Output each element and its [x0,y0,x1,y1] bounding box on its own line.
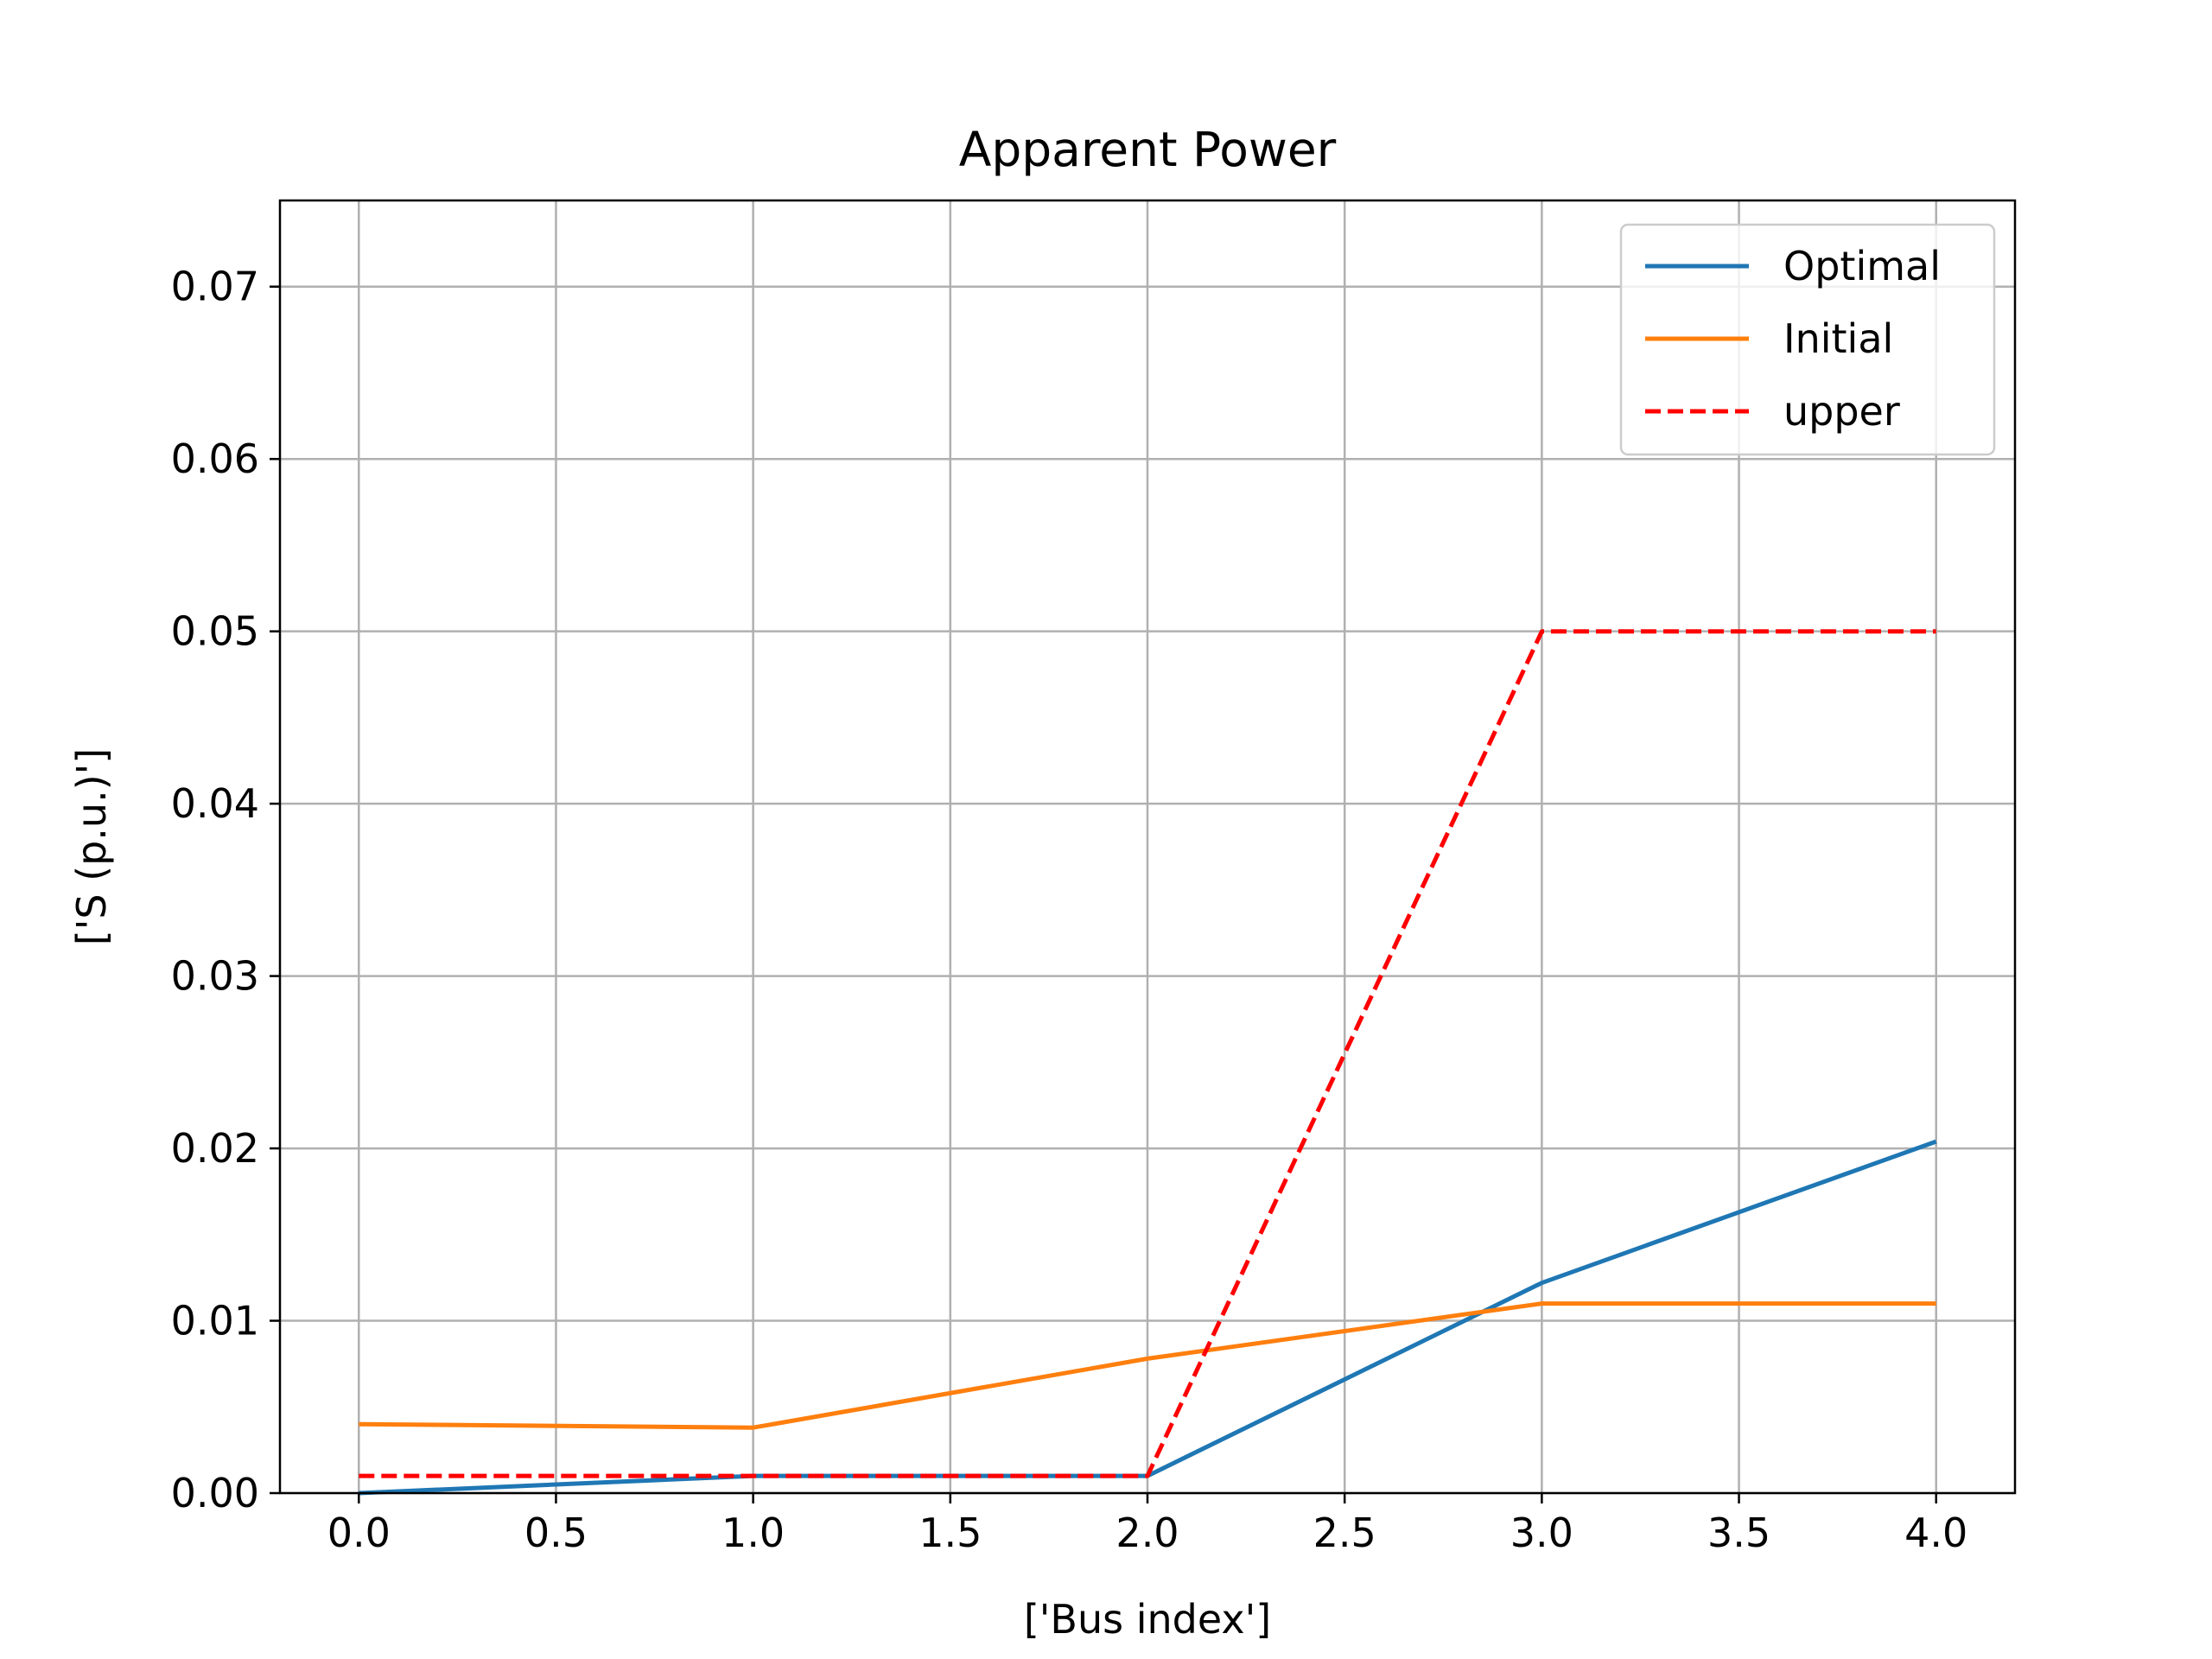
y-tick-label: 0.03 [171,953,259,1000]
x-axis-ticks: 0.0 0.5 1.0 1.5 2.0 2.5 3.0 3.5 4.0 [327,1493,1967,1556]
y-axis-ticks: 0.00 0.01 0.02 0.03 0.04 0.05 0.06 0.07 [171,264,280,1516]
series-line-initial [359,1301,1936,1430]
y-tick-label: 0.04 [171,780,259,827]
legend-label-upper: upper [1783,388,1900,435]
y-tick-label: 0.02 [171,1125,259,1172]
series-lines [359,629,1937,1496]
x-tick-label: 0.5 [524,1510,588,1556]
x-tick-label: 2.5 [1313,1510,1376,1556]
legend-box [1619,223,1996,456]
chart-title: Apparent Power [959,122,1337,177]
x-tick-label: 2.0 [1116,1510,1179,1556]
legend: Optimal Initial upper [1619,223,1996,456]
x-axis-label: ['Bus index'] [1024,1596,1271,1643]
y-tick-label: 0.05 [171,608,259,655]
y-tick-label: 0.01 [171,1298,259,1344]
y-tick-label: 0.07 [171,264,259,310]
legend-label-optimal: Optimal [1783,243,1941,289]
x-tick-label: 3.0 [1510,1510,1573,1556]
y-axis-label: ['S (p.u.)'] [68,748,115,946]
x-tick-label: 3.5 [1707,1510,1770,1556]
x-tick-label: 1.0 [721,1510,785,1556]
x-tick-label: 4.0 [1904,1510,1967,1556]
series-line-upper [359,629,1936,1478]
legend-label-initial: Initial [1783,315,1893,362]
y-tick-label: 0.00 [171,1470,259,1516]
x-tick-label: 0.0 [327,1510,391,1556]
x-tick-label: 1.5 [918,1510,982,1556]
y-tick-label: 0.06 [171,435,259,482]
